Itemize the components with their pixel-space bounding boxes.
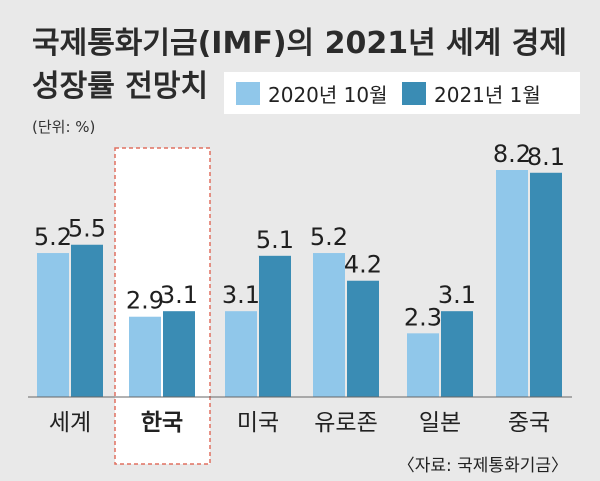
value-label-2020-oct-5: 8.2 [493, 140, 531, 168]
legend-label-2020-oct: 2020년 10월 [268, 83, 388, 107]
bar-2020-oct-5 [496, 170, 528, 397]
value-label-2020-oct-1: 2.9 [126, 287, 164, 315]
bar-2021-jan-2 [259, 255, 291, 397]
bar-2020-oct-3 [313, 253, 345, 397]
bar-2021-jan-1 [163, 311, 195, 397]
chart-title-line1: 국제통화기금(IMF)의 2021년 세계 경제 [32, 26, 567, 61]
bar-2020-oct-2 [225, 311, 257, 397]
bar-2020-oct-0 [37, 253, 69, 397]
source-note: 〈자료: 국제통화기금〉 [398, 456, 568, 476]
korea-highlight-box [114, 147, 211, 465]
value-label-2021-jan-5: 8.1 [527, 143, 565, 171]
unit-label: (단위: %) [32, 118, 95, 136]
legend-label-2021-jan: 2021년 1월 [434, 83, 541, 107]
value-label-2021-jan-2: 5.1 [256, 226, 294, 254]
category-label-3: 유로존 [314, 410, 377, 436]
category-label-1: 한국 [141, 410, 183, 436]
chart-title-line2: 성장률 전망치 [32, 69, 208, 104]
bar-2020-oct-4 [407, 333, 439, 397]
legend-swatch-2020-oct [236, 82, 260, 105]
value-label-2021-jan-1: 3.1 [160, 281, 198, 309]
value-label-2021-jan-0: 5.5 [68, 215, 106, 243]
bar-2021-jan-0 [71, 244, 103, 397]
bar-2021-jan-3 [347, 280, 379, 397]
value-label-2020-oct-3: 5.2 [310, 223, 348, 251]
value-label-2020-oct-0: 5.2 [34, 223, 72, 251]
legend-swatch-2021-jan [402, 82, 426, 105]
value-label-2021-jan-3: 4.2 [344, 251, 382, 279]
category-label-5: 중국 [508, 410, 550, 436]
value-label-2020-oct-2: 3.1 [222, 281, 260, 309]
category-label-2: 미국 [237, 410, 279, 436]
bar-2021-jan-4 [441, 311, 473, 397]
bars-layer: 5.25.5세계2.93.1한국3.15.1미국5.24.2유로존2.33.1일… [34, 140, 565, 436]
category-label-4: 일본 [419, 410, 461, 436]
bar-2020-oct-1 [129, 316, 161, 397]
value-label-2021-jan-4: 3.1 [438, 281, 476, 309]
category-label-0: 세계 [49, 410, 91, 436]
bar-2021-jan-5 [530, 172, 562, 397]
value-label-2020-oct-4: 2.3 [404, 303, 442, 331]
